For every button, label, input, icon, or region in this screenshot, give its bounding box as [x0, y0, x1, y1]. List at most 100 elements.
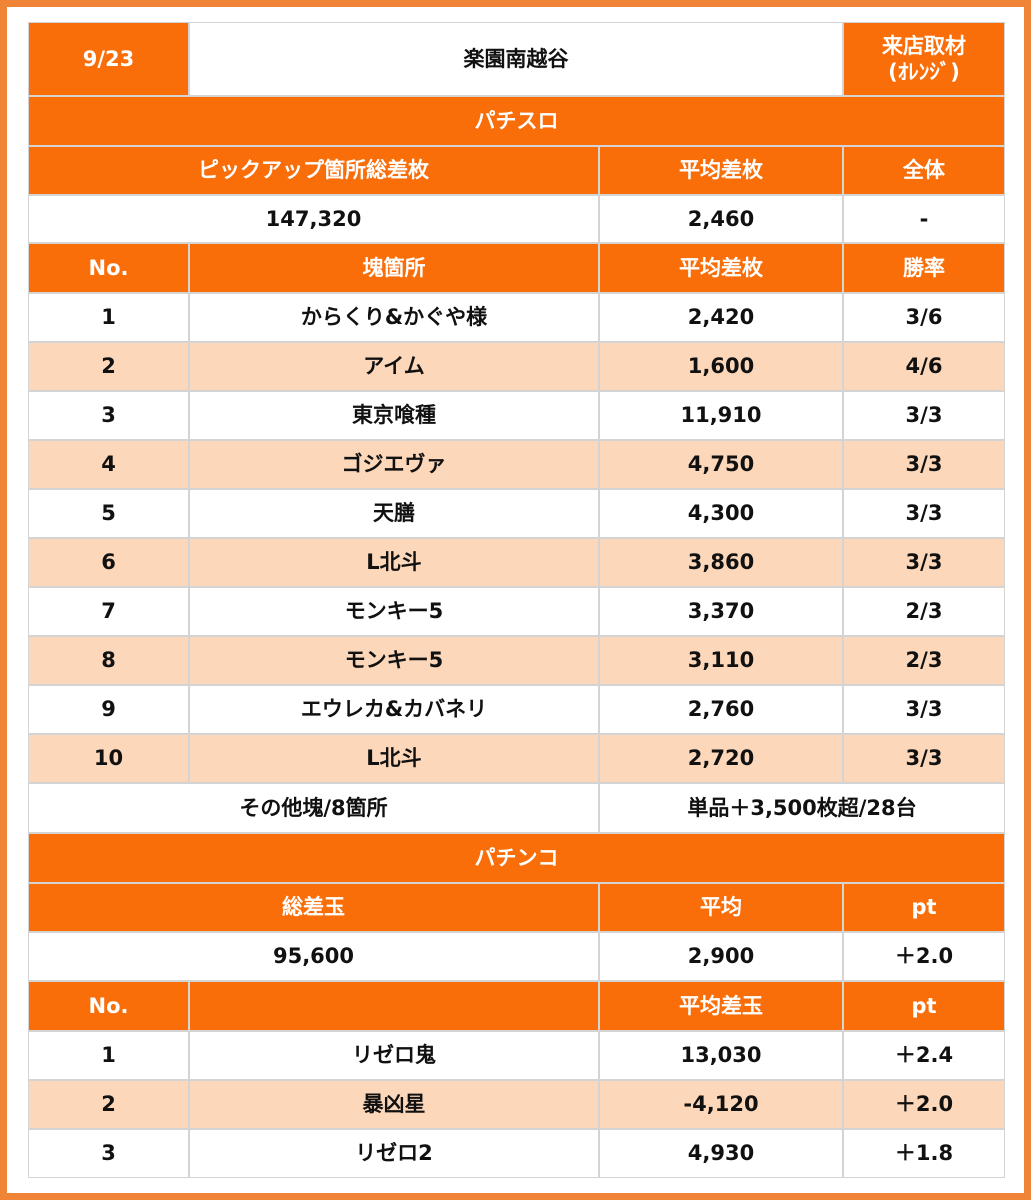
row-cell: 10	[28, 734, 189, 783]
header-cell: pt	[843, 883, 1005, 932]
row-cell: リゼロ鬼	[189, 1031, 599, 1080]
header-cell: 全体	[843, 146, 1005, 195]
cell-text: 2	[101, 354, 116, 379]
cell-text: その他塊/8箇所	[239, 795, 388, 820]
cell-text: -	[919, 206, 929, 231]
cell-text: -4,120	[683, 1092, 759, 1117]
cell-text: 9/23	[82, 46, 135, 71]
date-cell: 9/23	[28, 22, 189, 96]
row-cell: エウレカ&カバネリ	[189, 685, 599, 734]
row-cell: 3,110	[599, 636, 843, 685]
cell-text: L北斗	[366, 550, 422, 575]
row-cell: 3/3	[843, 440, 1005, 489]
row-cell: 3/3	[843, 489, 1005, 538]
row-cell: 5	[28, 489, 189, 538]
cell-text: 2,720	[687, 746, 755, 771]
cell-text: 楽園南越谷	[463, 46, 569, 71]
header-cell: 勝率	[843, 243, 1005, 293]
cell-text: pt	[911, 993, 937, 1018]
summary-cell: 147,320	[28, 195, 599, 243]
row-cell: 7	[28, 587, 189, 636]
row-cell: 3	[28, 1129, 189, 1178]
cell-text: 3/6	[905, 305, 943, 330]
row-cell: 4,300	[599, 489, 843, 538]
row-cell: 11,910	[599, 391, 843, 440]
cell-text: 2,900	[687, 944, 755, 969]
cell-text: ＋2.4	[894, 1043, 954, 1068]
cell-text: 2,420	[687, 305, 755, 330]
cell-text: 3	[101, 1141, 116, 1166]
event-cell: 来店取材 (ｵﾚﾝｼﾞ)	[843, 22, 1005, 96]
row-cell: 4	[28, 440, 189, 489]
row-cell: L北斗	[189, 734, 599, 783]
row-cell: ゴジエヴァ	[189, 440, 599, 489]
header-cell: 平均差玉	[599, 981, 843, 1031]
row-cell: 4,930	[599, 1129, 843, 1178]
row-cell: 3,860	[599, 538, 843, 587]
header-cell: 塊箇所	[189, 243, 599, 293]
row-cell: 1	[28, 1031, 189, 1080]
row-cell: 3/3	[843, 538, 1005, 587]
row-cell: 2	[28, 342, 189, 391]
summary-cell: 95,600	[28, 932, 599, 981]
cell-text: モンキー5	[344, 648, 444, 673]
row-cell: 6	[28, 538, 189, 587]
cell-text: 総差玉	[282, 895, 345, 920]
cell-text: 来店取材	[882, 33, 966, 58]
cell-text: 3/3	[905, 501, 943, 526]
header-cell: pt	[843, 981, 1005, 1031]
row-cell: ＋2.0	[843, 1080, 1005, 1129]
header-cell: 総差玉	[28, 883, 599, 932]
cell-text: リゼロ2	[355, 1141, 433, 1166]
row-cell: モンキー5	[189, 587, 599, 636]
cell-text: 4/6	[905, 354, 943, 379]
cell-text: 3/3	[905, 550, 943, 575]
cell-text: ＋1.8	[894, 1141, 954, 1166]
row-cell: 9	[28, 685, 189, 734]
cell-text: 9	[101, 697, 116, 722]
cell-text: 95,600	[272, 944, 355, 969]
cell-text: からくり&かぐや様	[300, 305, 488, 330]
cell-text: 塊箇所	[362, 255, 426, 280]
other-cell: その他塊/8箇所	[28, 783, 599, 833]
cell-text: 勝率	[903, 255, 945, 280]
cell-text: 平均	[700, 895, 742, 920]
cell-text: 5	[101, 501, 116, 526]
cell-text: 7	[101, 599, 116, 624]
cell-text: 4,750	[687, 452, 755, 477]
row-cell: 3/3	[843, 685, 1005, 734]
cell-text: 天膳	[373, 501, 415, 526]
cell-text: 2,760	[687, 697, 755, 722]
cell-text: 3/3	[905, 746, 943, 771]
cell-text: 8	[101, 648, 116, 673]
row-cell: L北斗	[189, 538, 599, 587]
cell-text: パチスロ	[474, 108, 559, 133]
row-cell: 3,370	[599, 587, 843, 636]
row-cell: 2,420	[599, 293, 843, 342]
row-cell: 2/3	[843, 636, 1005, 685]
cell-text: ＋2.0	[894, 1092, 954, 1117]
row-cell: 2/3	[843, 587, 1005, 636]
cell-text: 平均差枚	[679, 158, 763, 183]
section-title: パチンコ	[28, 833, 1005, 883]
row-cell: モンキー5	[189, 636, 599, 685]
cell-text: エウレカ&カバネリ	[300, 697, 488, 722]
cell-text: pt	[911, 895, 937, 920]
cell-text: 3/3	[905, 403, 943, 428]
row-cell: 天膳	[189, 489, 599, 538]
cell-text: ＋2.0	[894, 944, 954, 969]
summary-cell: ＋2.0	[843, 932, 1005, 981]
row-cell: 3	[28, 391, 189, 440]
cell-text: L北斗	[366, 746, 422, 771]
cell-text: 全体	[903, 158, 945, 183]
cell-text: 平均差玉	[679, 993, 763, 1018]
cell-text: 2/3	[905, 648, 943, 673]
cell-text: 1	[101, 305, 116, 330]
summary-cell: 2,460	[599, 195, 843, 243]
header-cell: No.	[28, 981, 189, 1031]
header-cell: No.	[28, 243, 189, 293]
cell-text: 4,930	[687, 1141, 755, 1166]
cell-text: 3,110	[687, 648, 755, 673]
store-cell: 楽園南越谷	[189, 22, 843, 96]
cell-text: 平均差枚	[679, 255, 763, 280]
